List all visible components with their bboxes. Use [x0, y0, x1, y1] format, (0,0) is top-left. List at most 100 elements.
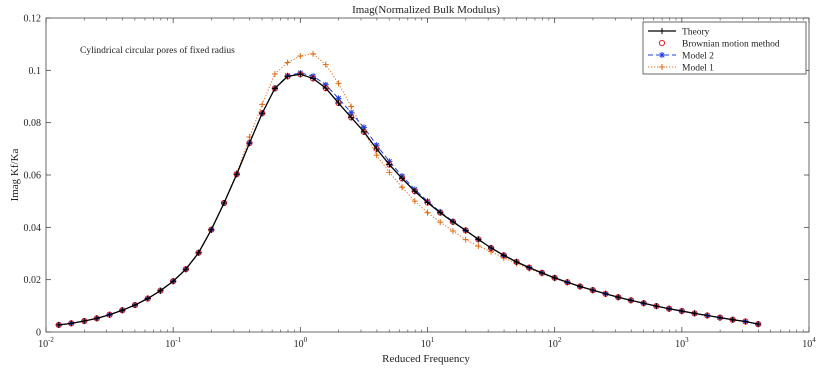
- data-point: [386, 169, 393, 176]
- data-point: [462, 227, 469, 234]
- data-point: [271, 70, 278, 77]
- data-point: [310, 50, 317, 57]
- data-point: [131, 302, 138, 309]
- data-point: [411, 188, 418, 195]
- data-point: [399, 175, 406, 182]
- data-point: [424, 199, 431, 206]
- y-tick-label: 0.1: [29, 66, 42, 77]
- data-point: [297, 52, 304, 59]
- data-point: [716, 314, 723, 321]
- data-point: [488, 245, 495, 252]
- legend-marker: [659, 64, 665, 70]
- data-point: [437, 219, 444, 226]
- data-point: [348, 109, 355, 116]
- data-point: [475, 243, 482, 250]
- data-point: [424, 209, 431, 216]
- legend-marker: [659, 28, 665, 34]
- data-point: [602, 290, 609, 297]
- data-point: [577, 283, 584, 290]
- legend-label: Theory: [682, 28, 710, 38]
- data-point: [538, 269, 545, 276]
- data-point: [462, 236, 469, 243]
- data-point: [513, 258, 520, 265]
- y-axis-label: Imag Kf/Ka: [9, 148, 21, 201]
- y-tick-label: 0.06: [24, 171, 42, 182]
- x-axis-label: Reduced Frequency: [382, 353, 470, 365]
- data-point: [373, 142, 380, 149]
- x-tick-label: 101: [421, 336, 435, 350]
- legend-item: Model 1: [648, 64, 714, 74]
- legend-marker: [659, 52, 665, 58]
- y-tick-label: 0.02: [24, 275, 42, 286]
- legend-marker: [658, 39, 666, 47]
- data-point: [182, 266, 189, 273]
- data-point: [348, 103, 355, 110]
- data-point: [233, 171, 240, 178]
- x-tick-label: 100: [294, 336, 308, 350]
- data-point: [322, 61, 329, 68]
- data-point: [81, 318, 88, 325]
- data-point: [246, 140, 253, 147]
- data-point: [564, 279, 571, 286]
- data-point: [157, 287, 164, 294]
- x-tick-label: 104: [802, 336, 816, 350]
- axes-layer: 10-2 10-1 100 101 102 103 104 0 0.02 0.04 0.06 0.08…: [24, 14, 817, 351]
- data-point: [640, 300, 647, 307]
- data-point: [666, 305, 673, 312]
- data-point: [221, 199, 228, 206]
- data-point: [500, 252, 507, 259]
- data-point: [755, 321, 762, 328]
- data-point: [475, 236, 482, 243]
- data-point: [589, 287, 596, 294]
- data-point: [704, 312, 711, 319]
- data-point: [386, 161, 393, 168]
- y-tick-label: 0.12: [24, 14, 42, 25]
- data-point: [411, 198, 418, 205]
- data-point: [310, 75, 317, 82]
- data-point: [373, 145, 380, 152]
- data-point: [373, 152, 380, 159]
- data-point: [691, 310, 698, 317]
- data-point: [322, 81, 329, 88]
- data-point: [335, 95, 342, 102]
- chart-title: Imag(Normalized Bulk Modulus): [352, 4, 500, 16]
- data-point: [335, 80, 342, 87]
- data-point: [526, 264, 533, 271]
- data-point: [729, 316, 736, 323]
- legend-item: Theory: [648, 28, 710, 38]
- series-layer: [55, 50, 762, 329]
- y-tick-label: 0: [36, 328, 41, 339]
- data-point: [106, 311, 113, 318]
- data-point: [335, 100, 342, 107]
- data-point: [144, 295, 151, 302]
- data-point: [399, 184, 406, 191]
- data-point: [119, 307, 126, 314]
- x-tick-label: 102: [548, 336, 562, 350]
- data-point: [271, 85, 278, 92]
- data-point: [259, 101, 266, 108]
- data-point: [386, 158, 393, 165]
- data-point: [551, 274, 558, 281]
- data-point: [195, 249, 202, 256]
- data-point: [68, 320, 75, 327]
- data-point: [93, 315, 100, 322]
- data-point: [615, 294, 622, 301]
- y-tick-label: 0.08: [24, 118, 42, 129]
- legend-label: Model 2: [682, 52, 714, 62]
- data-point: [360, 124, 367, 131]
- data-point: [449, 227, 456, 234]
- chart-annotation: Cylindrical circular pores of fixed radi…: [80, 45, 235, 56]
- legend: Theory Brownian motion method Model 2 Model…: [642, 21, 807, 75]
- data-point: [742, 318, 749, 325]
- series-line: [58, 72, 759, 326]
- legend-label: Model 1: [682, 64, 714, 74]
- data-point: [208, 226, 215, 233]
- data-point: [284, 73, 291, 80]
- legend-items: Theory Brownian motion method Model 2 Model…: [648, 28, 780, 74]
- x-tick-label: 10-1: [165, 336, 181, 350]
- data-point: [360, 128, 367, 135]
- series-theory: [55, 71, 762, 328]
- data-point: [348, 114, 355, 121]
